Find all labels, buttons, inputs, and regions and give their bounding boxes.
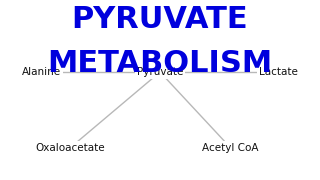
Text: METABOLISM: METABOLISM (47, 49, 273, 78)
Text: Oxaloacetate: Oxaloacetate (36, 143, 105, 153)
Text: Lactate: Lactate (259, 67, 298, 77)
Text: Acetyl CoA: Acetyl CoA (202, 143, 259, 153)
Text: Pyruvate: Pyruvate (137, 67, 183, 77)
Text: Alanine: Alanine (22, 67, 61, 77)
Text: PYRUVATE: PYRUVATE (72, 5, 248, 34)
